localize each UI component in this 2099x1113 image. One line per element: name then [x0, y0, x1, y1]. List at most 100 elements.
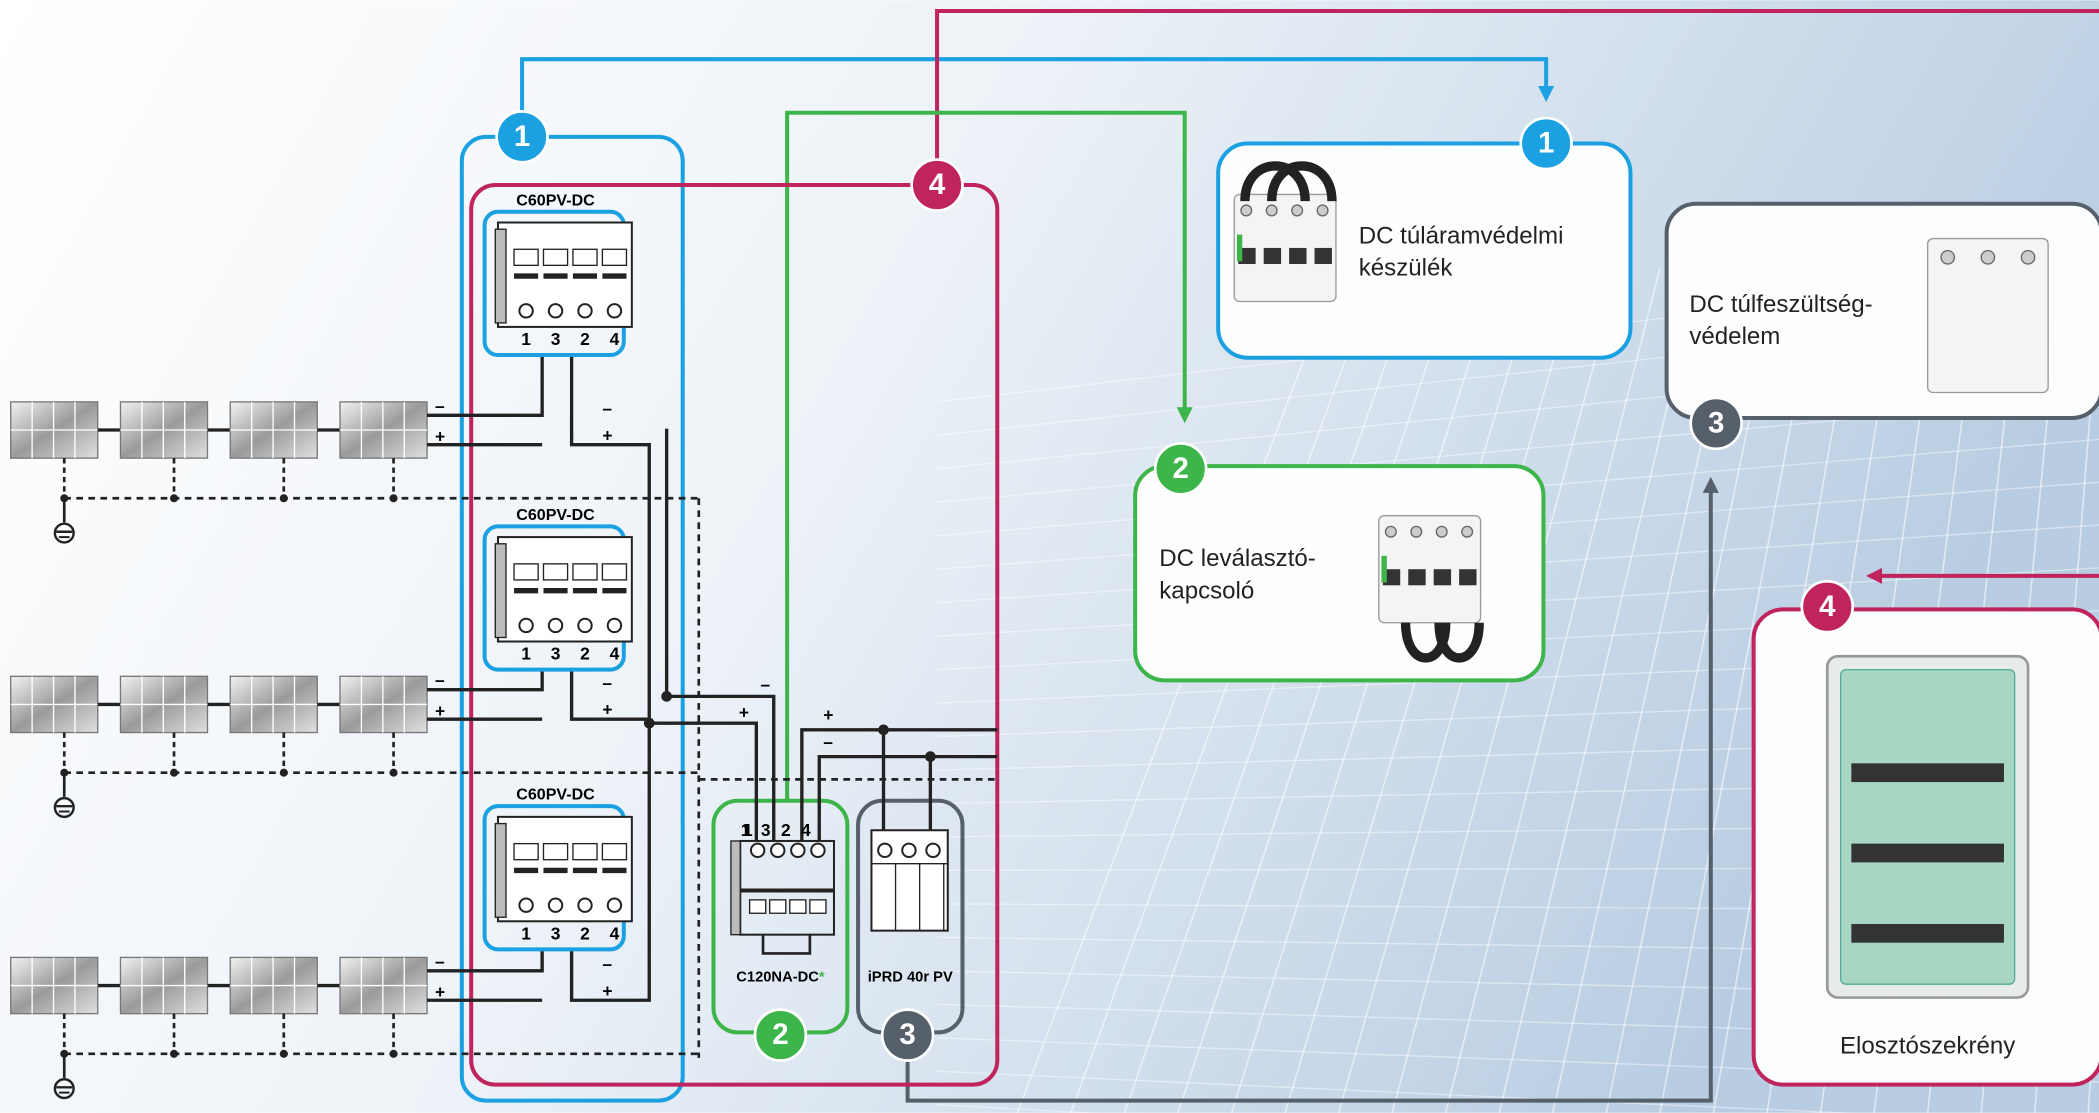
product-screw — [1241, 205, 1252, 216]
page: –+–+–+–+–+–+–++–C60PV-DC1324C60PV-DC1324… — [0, 0, 2099, 1113]
product-screw — [1462, 526, 1473, 537]
polarity-plus: + — [602, 981, 612, 1001]
polarity-minus: – — [435, 951, 445, 971]
product-toggle — [1315, 248, 1332, 264]
device-screw — [519, 304, 532, 317]
polarity-minus: – — [602, 954, 612, 974]
device-screw — [549, 899, 562, 912]
product-screw — [1981, 251, 1994, 264]
junction — [644, 718, 655, 729]
switch-name: C120NA-DC — [736, 969, 819, 985]
device-pole — [602, 564, 626, 580]
junction — [661, 691, 672, 702]
device-screw — [578, 619, 591, 632]
device-pole — [790, 900, 806, 913]
terminal-number: 4 — [610, 923, 620, 943]
switch-label: C120NA-DC* — [736, 969, 825, 985]
terminal-number: 1 — [521, 923, 531, 943]
device-screw — [608, 619, 621, 632]
product-toggle — [1408, 569, 1425, 585]
device-pole — [602, 249, 626, 265]
device-pole — [573, 249, 597, 265]
badge-number: 3 — [1708, 406, 1724, 439]
device-handle — [731, 841, 740, 935]
device-pole — [543, 844, 567, 860]
terminal-number: 2 — [580, 923, 590, 943]
product-label: készülék — [1359, 255, 1454, 282]
product-screw — [1317, 205, 1328, 216]
badge-number: 1 — [514, 120, 530, 153]
device-pole — [810, 900, 826, 913]
terminal-number: 1 — [521, 643, 531, 663]
device-screw — [878, 844, 891, 857]
device-screw — [578, 899, 591, 912]
device-screw — [771, 844, 784, 857]
cabinet-row — [1851, 763, 2004, 782]
product-screw — [1436, 526, 1447, 537]
device-screw — [519, 899, 532, 912]
product-label: Elosztószekrény — [1840, 1032, 2015, 1059]
terminal-number: 4 — [610, 329, 620, 349]
product-label: DC túláramvédelmi — [1359, 223, 1564, 250]
device-screw — [751, 844, 764, 857]
product-label: kapcsoló — [1159, 577, 1254, 604]
product-screw — [2021, 251, 2034, 264]
device-screw — [811, 844, 824, 857]
product-label: DC túlfeszültség- — [1689, 291, 1872, 318]
polarity-plus: + — [435, 982, 445, 1002]
polarity-plus: + — [739, 702, 749, 722]
cabinet-row — [1851, 844, 2004, 863]
product-toggle — [1264, 248, 1281, 264]
polarity-plus: + — [435, 701, 445, 721]
device-pole — [770, 900, 786, 913]
device-pole — [602, 844, 626, 860]
product-screw — [1266, 205, 1277, 216]
product-screw — [1292, 205, 1303, 216]
breaker-label: C60PV-DC — [516, 191, 595, 209]
switch-terminal: 3 — [761, 820, 771, 840]
switch-asterisk: * — [819, 969, 825, 985]
polarity-plus: + — [602, 700, 612, 720]
product-card — [1135, 466, 1543, 680]
device-handle — [495, 229, 506, 323]
diagram: –+–+–+–+–+–+–++–C60PV-DC1324C60PV-DC1324… — [0, 0, 2099, 1113]
cabinet-row — [1851, 924, 2004, 943]
device-screw — [926, 844, 939, 857]
terminal-number: 1 — [521, 329, 531, 349]
device-pole — [573, 844, 597, 860]
polarity-minus: – — [602, 399, 612, 419]
terminal-number: 3 — [551, 329, 561, 349]
device-pole — [573, 564, 597, 580]
product-screw — [1411, 526, 1422, 537]
device-pole — [543, 564, 567, 580]
switch-terminal: 1 — [741, 820, 751, 840]
polarity-minus: – — [760, 674, 770, 694]
spd-label: iPRD 40r PV — [868, 969, 953, 985]
device-screw — [608, 304, 621, 317]
badge-number: 4 — [1819, 590, 1836, 623]
product-toggle — [1289, 248, 1306, 264]
device-pole — [514, 564, 538, 580]
product-label: védelem — [1689, 323, 1780, 350]
product-screw — [1386, 526, 1397, 537]
terminal-number: 4 — [610, 643, 620, 663]
polarity-plus: + — [823, 705, 833, 725]
device-pole — [514, 844, 538, 860]
device-pole — [514, 249, 538, 265]
polarity-minus: – — [823, 732, 833, 752]
product-toggle — [1459, 569, 1476, 585]
device-screw — [549, 304, 562, 317]
product-stripe — [1237, 235, 1242, 262]
badge-number: 2 — [1173, 452, 1189, 485]
device-pole — [750, 900, 766, 913]
terminal-number: 3 — [551, 643, 561, 663]
product-label: DC leválasztó- — [1159, 545, 1316, 572]
junction — [925, 751, 936, 762]
product-screw — [1941, 251, 1954, 264]
device-screw — [549, 619, 562, 632]
device-handle — [495, 824, 506, 918]
breaker-label: C60PV-DC — [516, 506, 595, 524]
device-screw — [519, 619, 532, 632]
terminal-number: 3 — [551, 923, 561, 943]
switch-terminal: 2 — [781, 820, 791, 840]
